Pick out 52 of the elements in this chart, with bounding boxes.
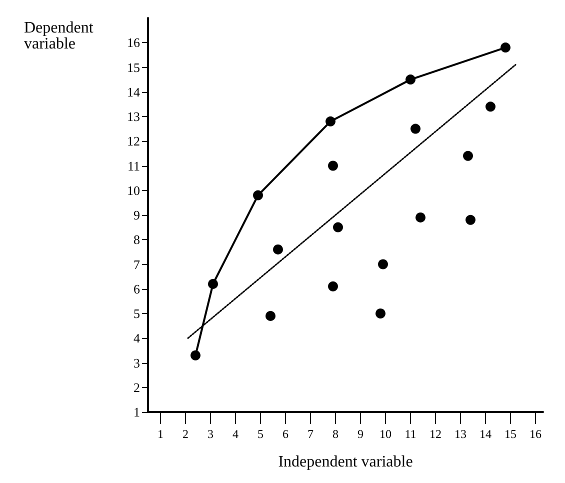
point	[190, 350, 200, 360]
y-tick-label: 16	[127, 35, 140, 50]
y-tick-label: 3	[134, 355, 140, 370]
point	[326, 116, 336, 126]
point	[378, 259, 388, 270]
x-tick-label: 16	[530, 427, 542, 441]
y-tick-label: 6	[134, 281, 140, 296]
x-axis-title: Independent variable	[278, 454, 413, 470]
x-tick-label: 13	[454, 427, 466, 441]
point	[376, 308, 386, 318]
point	[406, 74, 416, 85]
point	[328, 160, 338, 171]
x-tick-label: 11	[404, 427, 416, 441]
point	[466, 214, 476, 225]
point	[416, 212, 426, 222]
x-tick-label: 2	[182, 427, 188, 441]
x-tick-label: 14	[480, 427, 492, 441]
point	[253, 190, 263, 200]
x-tick-label: 6	[282, 427, 288, 441]
point	[486, 102, 496, 112]
x-tick-label: 1	[158, 427, 164, 441]
y-tick-label: 2	[134, 380, 140, 395]
x-tick-label: 9	[358, 427, 364, 441]
point	[266, 310, 276, 321]
point	[463, 150, 473, 161]
y-tick-label: 5	[134, 306, 140, 321]
point	[500, 42, 510, 53]
y-tick-label: 12	[127, 134, 140, 149]
point	[333, 222, 343, 232]
y-axis-title: Dependent variable	[24, 20, 98, 52]
y-tick-label: 14	[127, 84, 140, 100]
x-tick-label: 3	[208, 427, 214, 441]
x-tick-label: 15	[504, 427, 516, 441]
y-tick-label: 15	[127, 60, 140, 75]
point	[328, 281, 338, 292]
y-tick-label: 7	[134, 256, 140, 272]
x-tick-label: 5	[258, 427, 264, 441]
y-tick-label: 8	[134, 232, 140, 248]
x-tick-label: 10	[380, 427, 392, 441]
y-tick-label: 4	[134, 330, 140, 346]
point	[208, 278, 218, 289]
x-tick-label: 7	[308, 427, 314, 441]
y-tick-label: 13	[127, 109, 140, 124]
point	[273, 244, 283, 254]
y-tick-label: 9	[134, 208, 140, 222]
x-tick-label: 4	[232, 427, 238, 441]
x-tick-label: 12	[430, 427, 442, 441]
y-tick-label: 1	[134, 404, 140, 420]
y-tick-label: 11	[127, 158, 140, 174]
y-tick-label: 10	[127, 182, 140, 198]
point	[410, 124, 420, 134]
x-tick-label: 8	[332, 427, 338, 441]
